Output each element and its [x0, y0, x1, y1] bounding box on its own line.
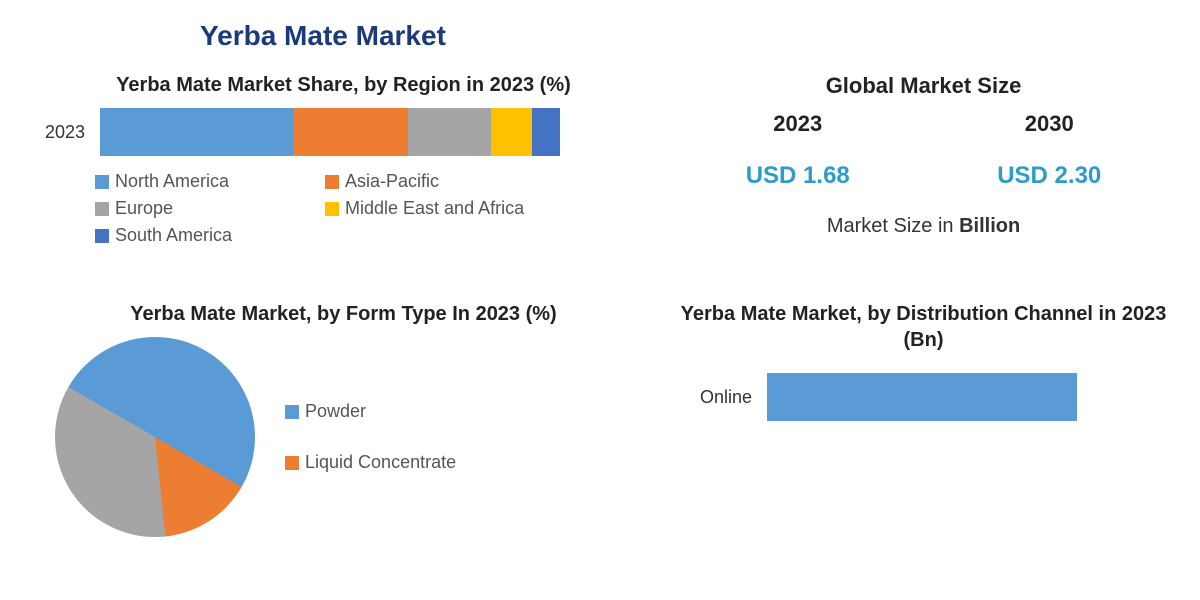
market-size-footer: Market Size in Billion: [672, 215, 1175, 238]
market-size-footer-prefix: Market Size in: [827, 215, 959, 237]
legend-label: Asia-Pacific: [345, 171, 439, 192]
pie-wrap: Powder Liquid Concentrate: [35, 337, 652, 537]
stacked-segment: [293, 108, 408, 156]
market-size-year-1: 2030: [1025, 111, 1074, 137]
legend-swatch: [325, 175, 339, 189]
hbar-track: [767, 373, 1155, 421]
hbar-row: Online: [692, 373, 1155, 421]
legend-swatch: [95, 229, 109, 243]
pie-chart: [55, 337, 255, 537]
stacked-segment: [408, 108, 491, 156]
form-type-title: Yerba Mate Market, by Form Type In 2023 …: [35, 301, 652, 327]
stacked-segment: [491, 108, 532, 156]
legend-label: Powder: [305, 401, 366, 422]
legend-item: Asia-Pacific: [325, 171, 525, 192]
legend-item: Europe: [95, 198, 295, 219]
dist-channel-panel: Yerba Mate Market, by Distribution Chann…: [667, 296, 1180, 577]
legend-label: North America: [115, 171, 229, 192]
market-size-panel: Global Market Size 2023 2030 USD 1.68 US…: [667, 67, 1180, 286]
market-size-year-0: 2023: [773, 111, 822, 137]
legend-swatch: [95, 175, 109, 189]
legend-label: Europe: [115, 198, 173, 219]
legend-swatch: [95, 202, 109, 216]
legend-item: Middle East and Africa: [325, 198, 525, 219]
market-size-years-row: 2023 2030: [672, 111, 1175, 137]
dist-channel-title: Yerba Mate Market, by Distribution Chann…: [672, 301, 1175, 353]
stacked-segment: [532, 108, 560, 156]
legend-item: Powder: [285, 401, 456, 422]
pie-legend: Powder Liquid Concentrate: [285, 401, 456, 473]
legend-swatch: [285, 456, 299, 470]
market-size-footer-bold: Billion: [959, 215, 1020, 237]
hbar-wrap: Online: [672, 373, 1175, 421]
legend-swatch: [325, 202, 339, 216]
stacked-bar: [100, 108, 560, 156]
market-size-value-0: USD 1.68: [746, 162, 850, 190]
stacked-year-label: 2023: [45, 122, 85, 143]
hbar-fill: [767, 373, 1077, 421]
stacked-segment: [100, 108, 293, 156]
legend-item: South America: [95, 225, 295, 246]
region-legend: North America Asia-Pacific Europe Middle Ea…: [95, 171, 615, 246]
legend-item: North America: [95, 171, 295, 192]
stacked-bar-wrap: 2023: [35, 108, 652, 156]
legend-label: South America: [115, 225, 232, 246]
form-type-panel: Yerba Mate Market, by Form Type In 2023 …: [30, 296, 657, 577]
hbar-label: Online: [692, 387, 752, 408]
chart-grid: Yerba Mate Market Share, by Region in 20…: [30, 67, 1170, 577]
main-title: Yerba Mate Market: [200, 20, 1170, 52]
market-size-values-row: USD 1.68 USD 2.30: [672, 147, 1175, 190]
market-size-title: Global Market Size: [672, 72, 1175, 101]
legend-label: Middle East and Africa: [345, 198, 524, 219]
legend-swatch: [285, 405, 299, 419]
region-share-title: Yerba Mate Market Share, by Region in 20…: [35, 72, 652, 98]
legend-item: Liquid Concentrate: [285, 452, 456, 473]
legend-label: Liquid Concentrate: [305, 452, 456, 473]
market-size-value-1: USD 2.30: [997, 162, 1101, 190]
region-share-panel: Yerba Mate Market Share, by Region in 20…: [30, 67, 657, 286]
